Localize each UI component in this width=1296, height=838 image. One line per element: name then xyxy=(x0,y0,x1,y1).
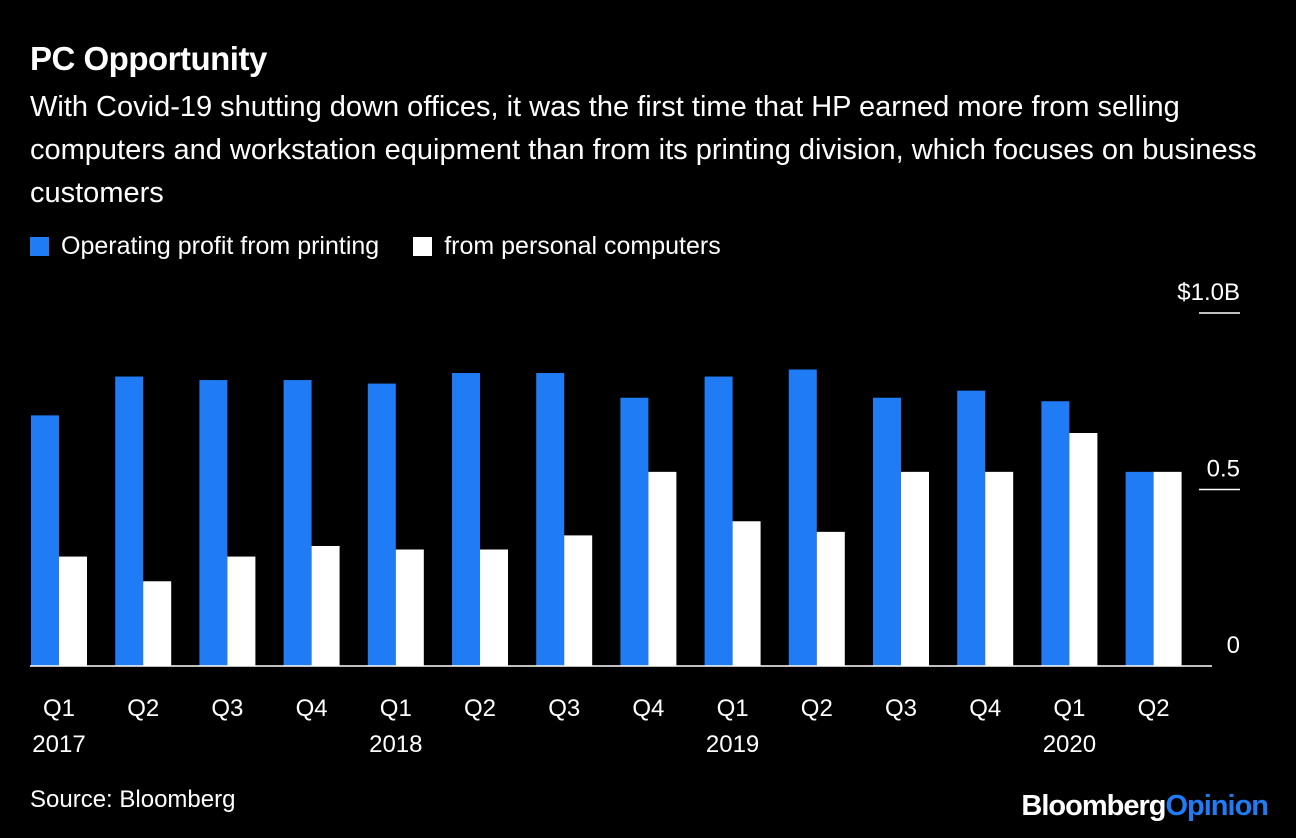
y-tick-label-1: 0.5 xyxy=(1207,456,1240,483)
legend-item-printing: Operating profit from printing xyxy=(30,232,379,261)
bar-pc-3 xyxy=(311,545,340,666)
legend-label-printing: Operating profit from printing xyxy=(61,232,380,260)
x-tick-label-13: Q2 xyxy=(1138,695,1170,722)
bar-pc-2 xyxy=(227,556,256,666)
bar-printing-3 xyxy=(283,380,312,666)
legend-swatch-printing xyxy=(30,237,49,256)
chart-title: PC Opportunity xyxy=(30,40,267,77)
legend-item-pc: from personal computers xyxy=(413,232,721,261)
year-label-1: 2018 xyxy=(369,731,422,758)
year-label-0: 2017 xyxy=(32,731,85,758)
bar-pc-6 xyxy=(564,535,593,666)
x-tick-label-7: Q4 xyxy=(632,695,664,722)
x-tick-label-10: Q3 xyxy=(885,695,917,722)
bar-printing-8 xyxy=(704,376,733,666)
bar-pc-8 xyxy=(732,521,761,666)
bar-pc-4 xyxy=(395,549,424,666)
chart-subtitle: With Covid-19 shutting down offices, it … xyxy=(30,91,1257,209)
legend-label-pc: from personal computers xyxy=(444,232,721,260)
bar-pc-12 xyxy=(1069,433,1098,666)
bar-printing-9 xyxy=(788,369,817,666)
bar-printing-7 xyxy=(620,397,649,666)
year-label-2: 2019 xyxy=(706,731,759,758)
source-note: Source: Bloomberg xyxy=(30,786,236,813)
y-tick-label-2: $1.0B xyxy=(1177,279,1240,306)
x-tick-label-5: Q2 xyxy=(464,695,496,722)
bar-pc-0 xyxy=(59,556,87,666)
brand-bloomberg: Bloomberg xyxy=(1021,790,1166,822)
bar-pc-7 xyxy=(648,471,677,666)
bar-printing-6 xyxy=(536,373,565,666)
bar-pc-5 xyxy=(480,549,508,666)
bar-pc-13 xyxy=(1153,471,1182,666)
x-tick-label-9: Q2 xyxy=(801,695,833,722)
legend: Operating profit from printing from pers… xyxy=(30,232,755,261)
legend-swatch-pc xyxy=(413,237,433,256)
bar-printing-5 xyxy=(452,373,480,666)
bar-printing-4 xyxy=(367,383,396,666)
x-tick-label-1: Q2 xyxy=(127,695,159,722)
x-tick-label-0: Q1 xyxy=(43,695,75,722)
bar-pc-1 xyxy=(143,581,172,666)
bar-printing-13 xyxy=(1125,471,1154,666)
bar-printing-2 xyxy=(199,380,228,666)
bar-pc-9 xyxy=(816,531,845,666)
bar-printing-12 xyxy=(1041,401,1070,666)
bar-printing-10 xyxy=(873,397,901,666)
x-tick-label-11: Q4 xyxy=(969,695,1001,722)
bar-pc-10 xyxy=(901,471,929,666)
x-tick-label-4: Q1 xyxy=(380,695,412,722)
x-tick-label-3: Q4 xyxy=(296,695,328,722)
year-label-3: 2020 xyxy=(1043,731,1096,758)
brand-logo: BloombergOpinion xyxy=(1021,790,1269,823)
bar-printing-11 xyxy=(957,390,986,666)
brand-opinion: Opinion xyxy=(1165,790,1269,822)
bar-printing-1 xyxy=(115,376,144,666)
x-tick-label-6: Q3 xyxy=(548,695,580,722)
x-tick-label-2: Q3 xyxy=(211,695,243,722)
x-tick-label-8: Q1 xyxy=(717,695,749,722)
x-tick-label-12: Q1 xyxy=(1053,695,1085,722)
bar-pc-11 xyxy=(985,471,1014,666)
y-tick-label-0: 0 xyxy=(1227,632,1240,659)
bar-printing-0 xyxy=(31,415,59,666)
